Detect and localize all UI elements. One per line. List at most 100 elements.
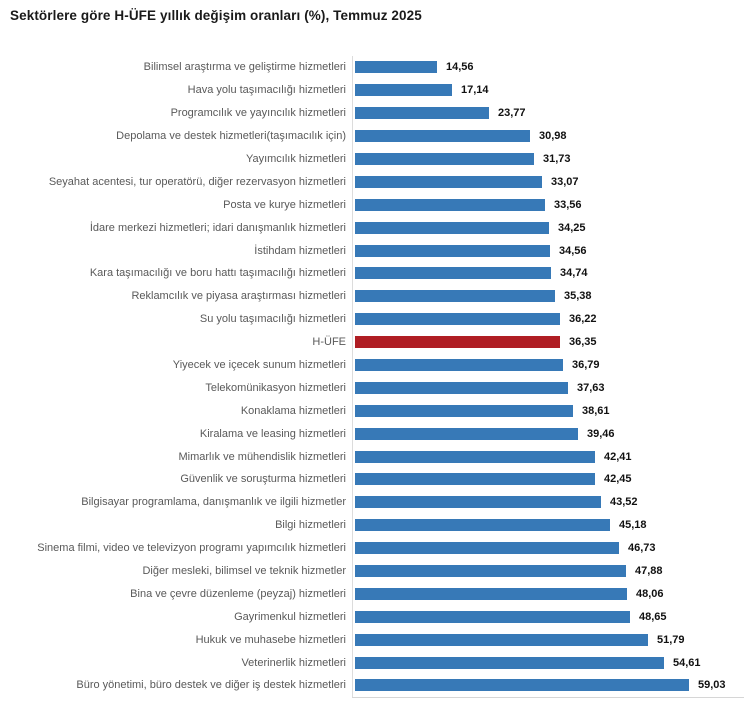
value-label: 23,77	[498, 107, 526, 120]
bar	[355, 84, 452, 97]
bar	[355, 244, 550, 257]
bar-row: Güvenlik ve soruşturma hizmetleri 42,45	[0, 468, 750, 491]
bar-track: 42,45	[352, 468, 750, 491]
bar	[355, 404, 573, 417]
bar	[355, 450, 595, 463]
bar-row: Programcılık ve yayıncılık hizmetleri 23,…	[0, 101, 750, 125]
category-label: Yayımcılık hizmetleri	[245, 153, 346, 165]
bar-row: Bilimsel araştırma ve geliştirme hizmetl…	[0, 56, 750, 79]
bar-track: 48,06	[352, 582, 750, 606]
value-label: 42,45	[604, 473, 632, 486]
bar	[355, 313, 560, 326]
category-label: Telekomünikasyon hizmetleri	[205, 381, 346, 394]
value-label: 31,73	[543, 153, 571, 165]
bar-track: 42,41	[352, 445, 750, 469]
bar-row: Hukuk ve muhasebe hizmetleri 51,79	[0, 628, 750, 652]
bar-track: 47,88	[352, 559, 750, 583]
category-label: Hukuk ve muhasebe hizmetleri	[195, 633, 346, 646]
bar-row: Konaklama hizmetleri 38,61	[0, 399, 750, 423]
bar	[355, 267, 551, 280]
bar-track: 34,74	[352, 262, 750, 285]
value-label: 48,06	[636, 587, 664, 600]
highlight-bar	[355, 336, 560, 349]
value-label: 39,46	[587, 427, 615, 440]
bar-track: 45,18	[352, 513, 750, 537]
value-label: 36,35	[569, 336, 597, 349]
bar-track: 51,79	[352, 628, 750, 652]
value-label: 48,65	[639, 610, 667, 623]
bar	[355, 679, 689, 692]
bar-row: Gayrimenkul hizmetleri 48,65	[0, 605, 750, 629]
value-label: 34,56	[559, 244, 587, 257]
bar-track: 14,56	[352, 56, 750, 79]
category-label: Mimarlık ve mühendislik hizmetleri	[178, 450, 347, 463]
category-label: Programcılık ve yayıncılık hizmetleri	[170, 107, 346, 120]
bar-track: 30,98	[352, 124, 750, 148]
value-label: 37,63	[577, 381, 605, 394]
bar-row: Reklamcılık ve piyasa araştırması hizmet…	[0, 284, 750, 308]
category-label: Kiralama ve leasing hizmetleri	[199, 427, 346, 440]
value-label: 43,52	[610, 496, 638, 509]
value-label: 36,22	[569, 313, 597, 326]
bar-track: 23,77	[352, 101, 750, 125]
bar-row: Kara taşımacılığı ve boru hattı taşımacı…	[0, 262, 750, 285]
bar-track: 43,52	[352, 490, 750, 514]
bar-row: Hava yolu taşımacılığı hizmetleri 17,14	[0, 78, 750, 102]
value-label: 34,25	[558, 221, 586, 234]
category-label: Bilgi hizmetleri	[275, 519, 346, 532]
category-label: İdare merkezi hizmetleri; idari danışman…	[89, 221, 346, 234]
category-label: Reklamcılık ve piyasa araştırması hizmet…	[131, 290, 346, 303]
bar-track: 54,61	[352, 651, 750, 675]
category-label: Gayrimenkul hizmetleri	[234, 610, 346, 623]
category-label: Veterinerlik hizmetleri	[241, 656, 346, 669]
bar	[355, 130, 530, 143]
value-label: 33,56	[554, 198, 582, 211]
bar-row: Mimarlık ve mühendislik hizmetleri 42,41	[0, 445, 750, 469]
category-label: H-ÜFE	[312, 336, 346, 349]
category-label: Güvenlik ve soruşturma hizmetleri	[180, 473, 346, 486]
bar	[355, 175, 542, 188]
category-label: Konaklama hizmetleri	[240, 404, 346, 417]
value-label: 54,61	[673, 656, 701, 669]
category-label: Büro yönetimi, büro destek ve diğer iş d…	[76, 679, 346, 692]
bar-row: Bina ve çevre düzenleme (peyzaj) hizmetl…	[0, 582, 750, 606]
bar	[355, 633, 648, 646]
value-label: 51,79	[657, 633, 685, 646]
bar-track: 17,14	[352, 78, 750, 102]
bar	[355, 565, 626, 578]
bar-row: Sinema filmi, video ve televizyon progra…	[0, 536, 750, 560]
bar-row: Kiralama ve leasing hizmetleri 39,46	[0, 422, 750, 446]
value-label: 14,56	[446, 61, 474, 74]
value-label: 17,14	[461, 84, 489, 97]
bar	[355, 198, 545, 211]
value-label: 47,88	[635, 565, 663, 578]
bar-track: 46,73	[352, 536, 750, 560]
category-label: Diğer mesleki, bilimsel ve teknik hizmet…	[142, 565, 346, 578]
bar	[355, 290, 555, 303]
bar-row: Veterinerlik hizmetleri 54,61	[0, 651, 750, 675]
value-label: 59,03	[698, 679, 726, 692]
category-label: Kara taşımacılığı ve boru hattı taşımacı…	[89, 267, 346, 280]
bar-track: 33,56	[352, 193, 750, 217]
bar	[355, 107, 489, 120]
bar-row: Büro yönetimi, büro destek ve diğer iş d…	[0, 674, 750, 697]
bar	[355, 587, 627, 600]
value-label: 36,79	[572, 359, 600, 372]
bar	[355, 61, 437, 74]
bar-track: 36,35	[352, 330, 750, 354]
bar-row: İdare merkezi hizmetleri; idari danışman…	[0, 216, 750, 240]
bar-track: 36,79	[352, 353, 750, 377]
value-label: 33,07	[551, 175, 579, 188]
value-label: 35,38	[564, 290, 592, 303]
bar	[355, 656, 664, 669]
bar-track: 33,07	[352, 170, 750, 194]
bar-row: İstihdam hizmetleri 34,56	[0, 239, 750, 263]
bar-row: Bilgi hizmetleri 45,18	[0, 513, 750, 537]
category-label: Depolama ve destek hizmetleri(taşımacılı…	[116, 130, 346, 143]
bar	[355, 496, 601, 509]
bar-chart: Bilimsel araştırma ve geliştirme hizmetl…	[0, 56, 750, 698]
bar	[355, 427, 578, 440]
bar-track: 59,03	[352, 674, 750, 697]
bar-row: Diğer mesleki, bilimsel ve teknik hizmet…	[0, 559, 750, 583]
category-label: Bina ve çevre düzenleme (peyzaj) hizmetl…	[130, 587, 346, 600]
